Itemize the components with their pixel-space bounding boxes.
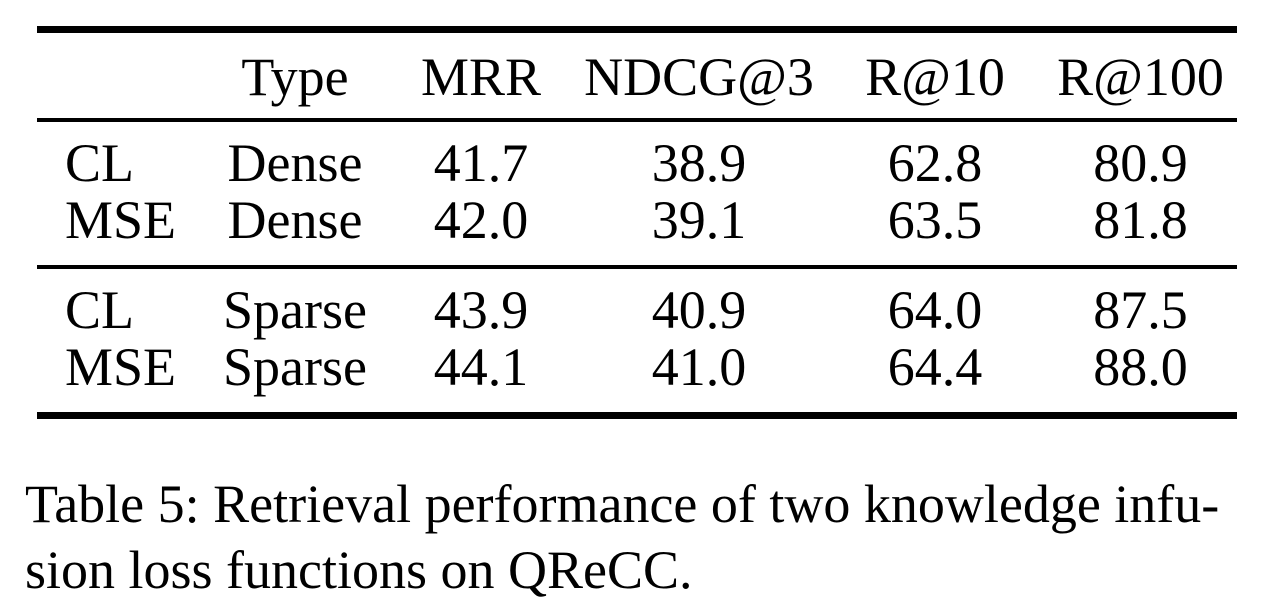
data-cell: 41.0	[651, 337, 747, 397]
data-cell: 80.9	[1093, 133, 1188, 193]
header-row: Type MRR NDCG@3 R@10 R@100	[37, 30, 1237, 121]
data-cell: 63.5	[887, 190, 983, 250]
table-5: Type MRR NDCG@3 R@10 R@100 CL Dense 41.7 38.9 62…	[37, 26, 1237, 419]
data-cell: 43.9	[433, 280, 529, 340]
data-cell: Sparse	[223, 337, 367, 397]
data-cell: 88.0	[1093, 337, 1188, 397]
data-cell: 64.4	[887, 337, 983, 397]
table-header: Type MRR NDCG@3 R@10 R@100	[37, 30, 1237, 121]
data-cell: Dense	[227, 190, 363, 250]
data-cell: 38.9	[651, 133, 747, 193]
table-section-dense: CL Dense 41.7 38.9 62.8 80.9 MSE Dense 42.0 39.1 6…	[37, 120, 1237, 267]
table-row: MSE Dense 42.0 39.1 63.5 81.8	[37, 192, 1237, 267]
table-row: CL Sparse 43.9 40.9 64.0 87.5	[37, 267, 1237, 339]
header-cell-row-label	[37, 30, 200, 121]
caption-line-1: Table 5: Retrieval performance of two kn…	[25, 474, 1220, 534]
table-row: CL Dense 41.7 38.9 62.8 80.9	[37, 120, 1237, 192]
row-label-cell: MSE	[65, 337, 177, 397]
data-cell: Sparse	[223, 280, 367, 340]
header-cell: NDCG@3	[584, 47, 814, 107]
data-cell: 40.9	[651, 280, 747, 340]
header-cell: R@10	[865, 47, 1005, 107]
table-section-sparse: CL Sparse 43.9 40.9 64.0 87.5 MSE Sparse 44.1 41.…	[37, 267, 1237, 416]
data-cell: 42.0	[433, 190, 529, 250]
data-cell: 41.7	[433, 133, 529, 193]
data-cell: 87.5	[1093, 280, 1188, 340]
caption-line-2: sion loss functions on QReCC.	[25, 540, 693, 600]
data-cell: Dense	[227, 133, 363, 193]
data-cell: 64.0	[887, 280, 983, 340]
header-cell: Type	[241, 47, 349, 107]
row-label-cell: MSE	[65, 190, 177, 250]
data-cell: 44.1	[433, 337, 529, 397]
header-cell: MRR	[420, 47, 542, 107]
data-cell: 81.8	[1093, 190, 1188, 250]
header-cell: R@100	[1057, 47, 1224, 107]
table-row: MSE Sparse 44.1 41.0 64.4 88.0	[37, 339, 1237, 416]
row-label-cell: CL	[65, 280, 135, 340]
row-label-cell: CL	[65, 133, 135, 193]
data-cell: 39.1	[651, 190, 747, 250]
table-caption: Table 5: Retrieval performance of two kn…	[25, 471, 1274, 603]
data-cell: 62.8	[887, 133, 983, 193]
